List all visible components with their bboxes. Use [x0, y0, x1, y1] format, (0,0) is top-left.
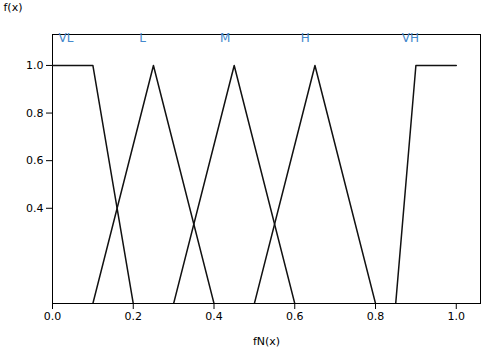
svg-text:f(x): f(x) [4, 1, 23, 14]
svg-text:0.2: 0.2 [125, 310, 143, 323]
svg-text:1.0: 1.0 [26, 59, 44, 72]
svg-text:H: H [301, 31, 310, 45]
svg-text:0.4: 0.4 [205, 310, 223, 323]
svg-text:0.6: 0.6 [26, 154, 44, 167]
svg-text:1.0: 1.0 [448, 310, 466, 323]
svg-text:0.8: 0.8 [367, 310, 385, 323]
svg-text:fN(x): fN(x) [253, 335, 280, 347]
svg-text:0.4: 0.4 [26, 202, 44, 215]
svg-text:M: M [220, 31, 230, 45]
svg-text:0.8: 0.8 [26, 107, 44, 120]
svg-text:VL: VL [59, 31, 74, 45]
svg-text:L: L [139, 31, 146, 45]
svg-text:0.6: 0.6 [286, 310, 304, 323]
svg-text:VH: VH [402, 31, 419, 45]
svg-text:0.0: 0.0 [44, 310, 62, 323]
